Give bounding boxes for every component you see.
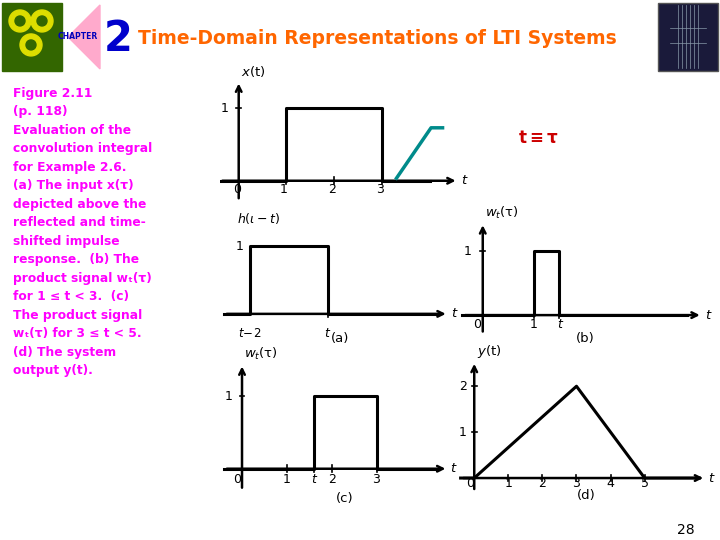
Text: 0: 0 (233, 473, 240, 486)
Text: $t$: $t$ (324, 327, 331, 340)
Text: 5: 5 (641, 477, 649, 490)
Text: 1: 1 (459, 426, 467, 438)
Text: 1: 1 (505, 477, 512, 490)
Text: t: t (557, 318, 562, 331)
Text: t: t (708, 471, 713, 484)
Text: 2: 2 (328, 183, 336, 196)
Text: 0: 0 (466, 477, 474, 490)
Circle shape (15, 16, 25, 26)
Text: Time-Domain Representations of LTI Systems: Time-Domain Representations of LTI Syste… (138, 30, 617, 49)
Bar (658, 3, 718, 71)
Text: $w_t(\mathrm{\tau})$: $w_t(\mathrm{\tau})$ (244, 346, 278, 362)
Text: CHAPTER: CHAPTER (58, 32, 98, 42)
Text: 3: 3 (572, 477, 580, 490)
Text: 3: 3 (376, 183, 384, 196)
Text: $h(\iota - t)$: $h(\iota - t)$ (237, 211, 280, 226)
Text: $x$(t): $x$(t) (241, 64, 266, 79)
Text: t: t (705, 309, 711, 322)
Circle shape (37, 16, 47, 26)
Text: 2: 2 (539, 477, 546, 490)
Text: 0: 0 (233, 183, 241, 196)
Text: 1: 1 (464, 245, 472, 258)
Text: 1: 1 (235, 240, 243, 253)
Text: t: t (451, 307, 456, 320)
Text: (b): (b) (575, 332, 595, 345)
Polygon shape (68, 5, 100, 69)
Text: 1: 1 (530, 318, 538, 331)
Text: 1: 1 (280, 183, 288, 196)
Circle shape (9, 10, 31, 32)
Circle shape (26, 40, 36, 50)
Text: (a): (a) (331, 332, 350, 345)
Text: 3: 3 (372, 473, 380, 486)
Text: t: t (311, 473, 316, 486)
Text: 1: 1 (283, 473, 291, 486)
Bar (2, 3, 62, 71)
Text: t: t (461, 174, 466, 187)
Text: 1: 1 (220, 102, 228, 114)
Text: $w_t(\mathrm{\tau})$: $w_t(\mathrm{\tau})$ (485, 205, 519, 221)
Text: $t\!-\!2$: $t\!-\!2$ (238, 327, 261, 340)
Text: 28: 28 (678, 523, 695, 537)
Text: t: t (451, 462, 456, 475)
Circle shape (31, 10, 53, 32)
Text: (c): (c) (336, 492, 354, 505)
Text: 2: 2 (459, 380, 467, 393)
Text: 1: 1 (224, 390, 232, 403)
Text: $y$(t): $y$(t) (477, 343, 502, 360)
Text: 2: 2 (104, 18, 132, 60)
Text: Figure 2.11
(p. 118)
Evaluation of the
convolution integral
for Example 2.6.
(a): Figure 2.11 (p. 118) Evaluation of the c… (13, 87, 153, 377)
Text: 0: 0 (472, 318, 481, 331)
Text: $\mathbf{t \equiv \tau}$: $\mathbf{t \equiv \tau}$ (518, 129, 559, 147)
Text: 4: 4 (607, 477, 614, 490)
Circle shape (20, 34, 42, 56)
Text: (d): (d) (577, 489, 596, 502)
Text: 2: 2 (328, 473, 336, 486)
